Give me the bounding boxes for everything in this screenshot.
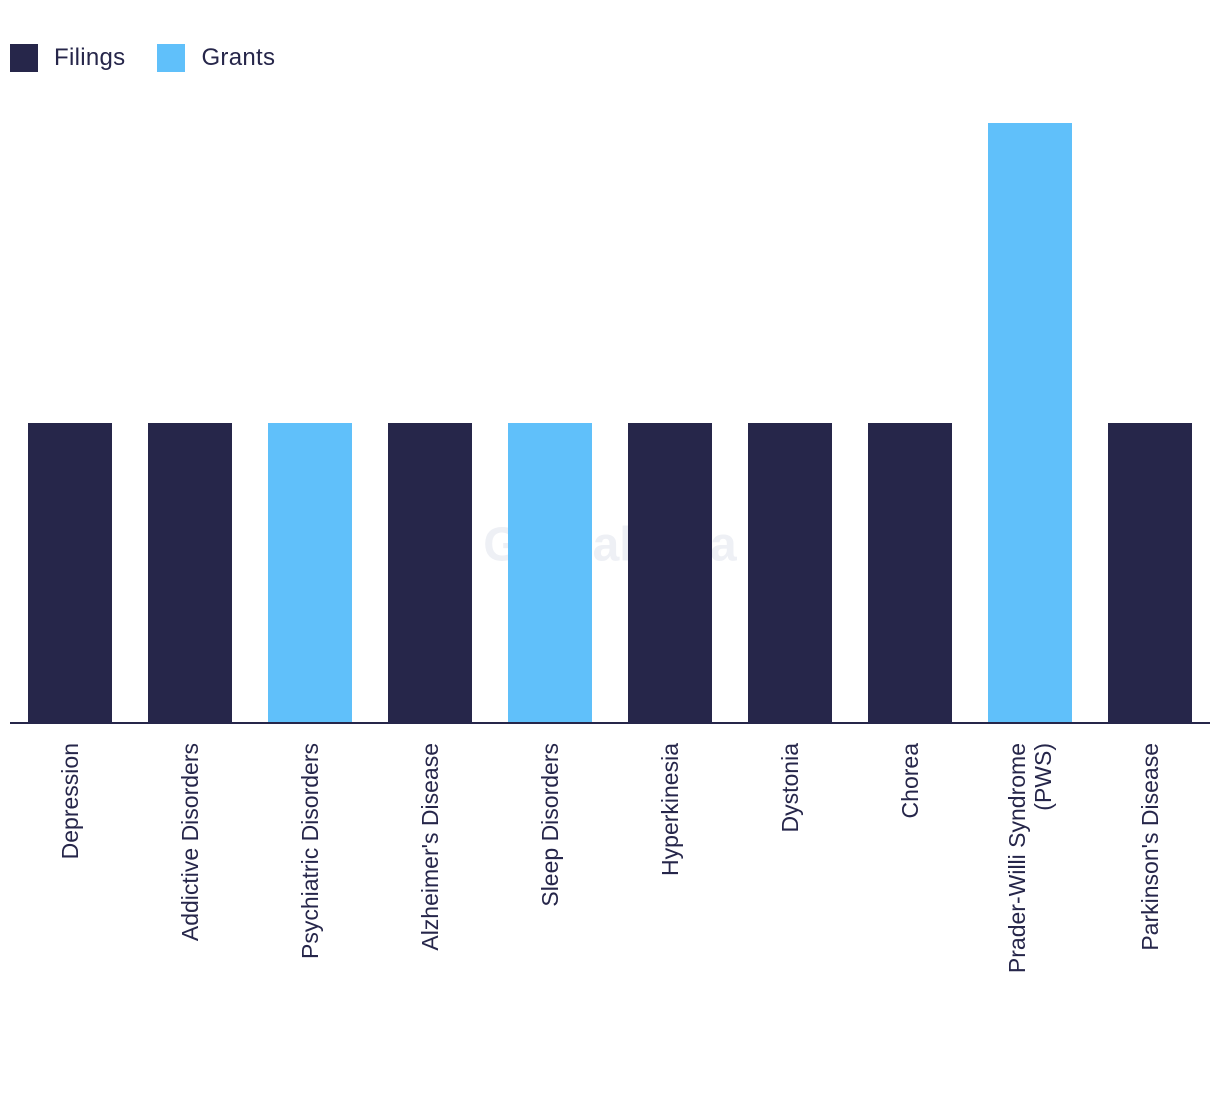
bar-filings-chorea[interactable]: [868, 423, 952, 723]
bar-grants-prader-willi-syndrome-pws[interactable]: [988, 123, 1072, 723]
x-tick-label-hyperkinesia: Hyperkinesia: [657, 743, 683, 876]
x-tick-label-parkinson-s-disease: Parkinson's Disease: [1137, 743, 1163, 951]
x-tick-label-psychiatric-disorders: Psychiatric Disorders: [297, 743, 323, 959]
legend-swatch-grants: [157, 44, 186, 72]
bar-filings-alzheimer-s-disease[interactable]: [388, 423, 472, 723]
legend: Filings Grants: [10, 44, 307, 72]
x-tick-label-dystonia: Dystonia: [777, 743, 803, 833]
bar-filings-hyperkinesia[interactable]: [628, 423, 712, 723]
bar-filings-dystonia[interactable]: [748, 423, 832, 723]
bar-filings-depression[interactable]: [28, 423, 112, 723]
legend-swatch-filings: [10, 44, 38, 72]
legend-label-filings: Filings: [54, 44, 126, 71]
bar-filings-parkinson-s-disease[interactable]: [1108, 423, 1192, 723]
bars-group: [28, 123, 1192, 723]
legend-item-filings[interactable]: Filings: [10, 44, 125, 72]
x-tick-label-alzheimer-s-disease: Alzheimer's Disease: [417, 743, 443, 951]
x-tick-label-chorea: Chorea: [897, 743, 923, 819]
x-tick-labels: Depression Addictive Disorders Psychiatric…: [57, 743, 1163, 973]
x-tick-label-depression: Depression: [57, 743, 83, 859]
x-tick-label-prader-willi-syndrome-pws: Prader-Willi Syndrome(PWS): [1004, 743, 1056, 973]
legend-label-grants: Grants: [201, 44, 276, 71]
bar-grants-sleep-disorders[interactable]: [508, 423, 592, 723]
bar-grants-psychiatric-disorders[interactable]: [268, 423, 352, 723]
x-tick-label-sleep-disorders: Sleep Disorders: [537, 743, 563, 907]
legend-item-grants[interactable]: Grants: [157, 44, 275, 72]
x-tick-label-addictive-disorders: Addictive Disorders: [177, 743, 203, 941]
bar-filings-addictive-disorders[interactable]: [148, 423, 232, 723]
